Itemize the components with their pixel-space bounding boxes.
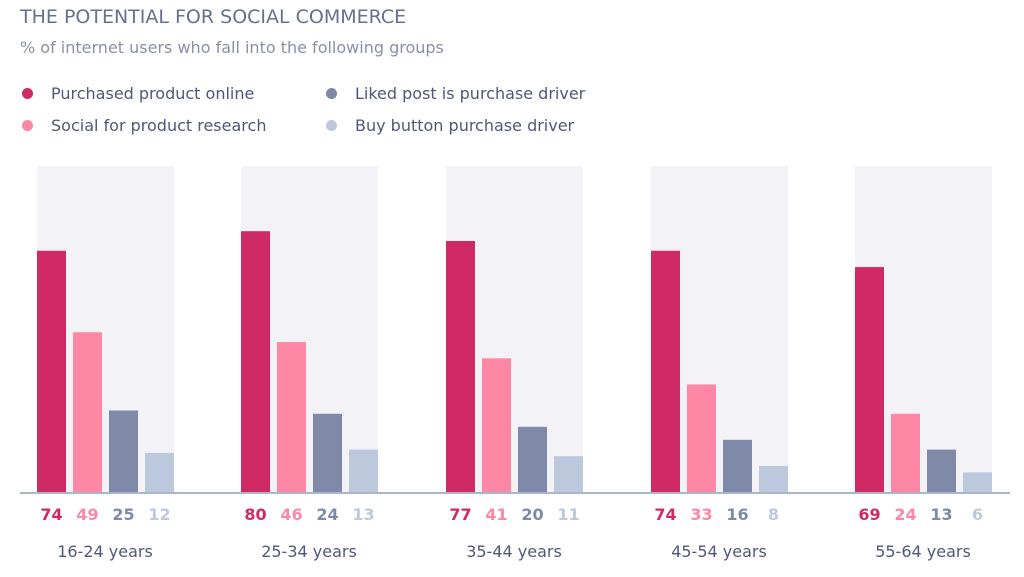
legend-dot-icon <box>22 88 33 99</box>
bar <box>109 410 138 492</box>
data-label: 69 <box>858 505 880 524</box>
bar <box>723 439 752 492</box>
category-label: 25-34 years <box>261 542 357 561</box>
legend-label: Buy button purchase driver <box>355 116 575 135</box>
data-label: 77 <box>449 505 471 524</box>
category-label: 35-44 years <box>466 542 562 561</box>
bar <box>891 413 920 492</box>
bar <box>277 342 306 492</box>
category-label: 45-54 years <box>671 542 767 561</box>
bar <box>759 465 788 492</box>
data-label: 13 <box>352 505 374 524</box>
chart-title: THE POTENTIAL FOR SOCIAL COMMERCE <box>20 6 407 28</box>
legend-item: Liked post is purchase driver <box>326 84 585 103</box>
bar <box>687 384 716 492</box>
data-label: 74 <box>654 505 676 524</box>
legend-label: Purchased product online <box>51 84 255 103</box>
data-label: 49 <box>76 505 98 524</box>
data-label: 33 <box>690 505 712 524</box>
bar <box>651 250 680 492</box>
data-label: 8 <box>768 505 779 524</box>
bar <box>313 413 342 492</box>
data-label: 12 <box>148 505 170 524</box>
category-label: 16-24 years <box>57 542 153 561</box>
legend-dot-icon <box>326 120 337 131</box>
data-label: 80 <box>244 505 266 524</box>
legend-label: Liked post is purchase driver <box>355 84 586 103</box>
bar <box>145 452 174 492</box>
bar <box>482 358 511 492</box>
chart-subtitle: % of internet users who fall into the fo… <box>20 38 444 57</box>
bar <box>446 240 475 492</box>
bar <box>349 449 378 492</box>
bar <box>855 267 884 492</box>
data-label: 11 <box>557 505 579 524</box>
legend-label: Social for product research <box>51 116 267 135</box>
legend-dot-icon <box>326 88 337 99</box>
data-label: 41 <box>485 505 507 524</box>
legend-dot-icon <box>22 120 33 131</box>
data-label: 74 <box>40 505 62 524</box>
bar <box>73 332 102 492</box>
data-label: 20 <box>521 505 543 524</box>
data-label: 25 <box>112 505 134 524</box>
bar <box>518 426 547 492</box>
category-label: 55-64 years <box>875 542 971 561</box>
bar <box>554 456 583 492</box>
data-label: 6 <box>972 505 983 524</box>
data-label: 13 <box>930 505 952 524</box>
bar <box>963 472 992 492</box>
data-label: 24 <box>894 505 916 524</box>
data-label: 46 <box>280 505 302 524</box>
bar <box>927 449 956 492</box>
data-label: 16 <box>726 505 748 524</box>
bar <box>37 250 66 492</box>
legend-item: Social for product research <box>22 116 266 135</box>
data-label: 24 <box>316 505 338 524</box>
bar <box>241 231 270 492</box>
legend-item: Purchased product online <box>22 84 254 103</box>
legend-item: Buy button purchase driver <box>326 116 574 135</box>
